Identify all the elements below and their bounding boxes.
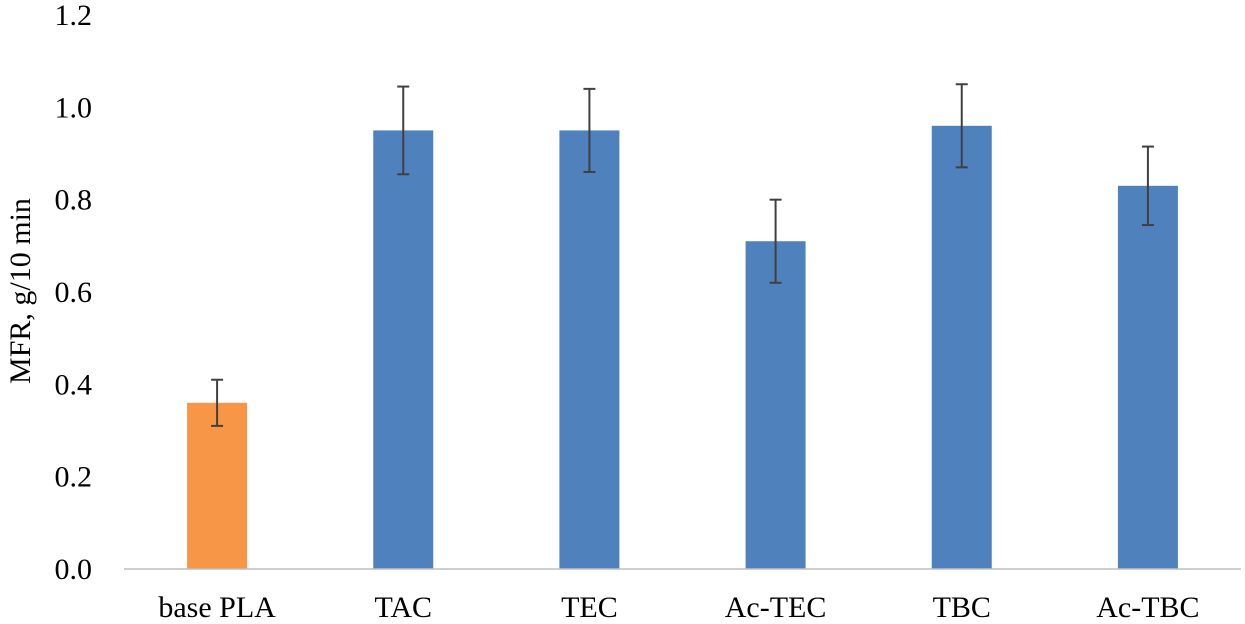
x-category-label: Ac-TBC <box>1096 591 1199 624</box>
y-tick-label: 1.0 <box>55 91 93 124</box>
y-axis-ticks: 0.0 0.2 0.4 0.6 0.8 1.0 1.2 <box>55 0 93 586</box>
error-bar <box>397 85 410 176</box>
y-tick-label: 0.0 <box>55 553 93 586</box>
y-tick-label: 0.6 <box>55 276 93 309</box>
y-tick-label: 1.2 <box>55 0 93 32</box>
error-bars <box>211 83 1154 427</box>
error-bar <box>583 87 596 173</box>
y-tick-label: 0.8 <box>55 184 93 217</box>
x-category-label: TBC <box>933 591 991 624</box>
x-category-label: TAC <box>374 591 432 624</box>
bar <box>187 402 248 569</box>
y-tick-label: 0.2 <box>55 461 93 494</box>
x-category-label: Ac-TEC <box>725 591 827 624</box>
y-tick-label: 0.4 <box>55 368 93 401</box>
bar <box>1117 185 1178 570</box>
x-axis-categories: base PLA TAC TEC Ac-TEC TBC Ac-TBC <box>158 591 1199 624</box>
error-bar <box>1141 145 1154 227</box>
bars <box>187 125 1178 570</box>
bar <box>931 125 992 570</box>
bar <box>745 241 806 569</box>
error-bar <box>769 198 782 284</box>
y-axis-label: MFR, g/10 min <box>4 198 37 384</box>
x-category-label: TEC <box>561 591 618 624</box>
bar <box>373 130 434 569</box>
bar <box>559 130 620 569</box>
error-bar <box>211 378 224 427</box>
error-bar <box>955 83 968 169</box>
x-category-label: base PLA <box>158 591 276 624</box>
